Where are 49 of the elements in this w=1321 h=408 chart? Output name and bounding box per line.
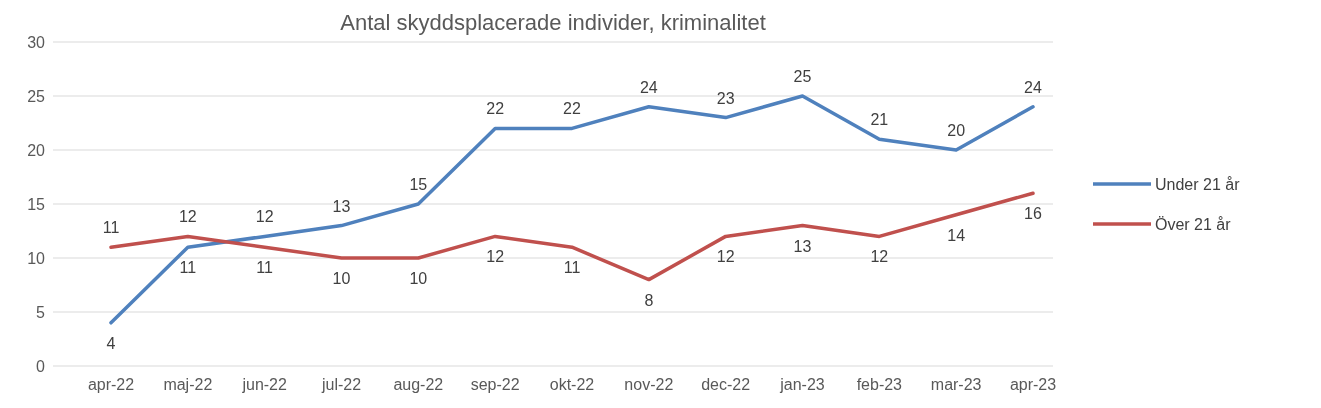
x-tick-label: feb-23	[856, 376, 903, 393]
x-tick-label: jan-23	[779, 376, 825, 393]
x-tick-label: jul-22	[320, 376, 362, 393]
data-label: 4	[106, 334, 116, 352]
data-label: 20	[947, 122, 966, 139]
data-label: 10	[409, 270, 428, 287]
data-label: 13	[332, 197, 351, 215]
data-label: 11	[102, 219, 120, 237]
data-label: 11	[179, 259, 197, 277]
data-label: 12	[716, 248, 735, 266]
data-label: 24	[1024, 78, 1042, 96]
x-tick-label: sep-22	[470, 376, 520, 393]
y-tick-label: 25	[27, 87, 46, 105]
data-label: 11	[563, 259, 581, 277]
x-tick-label: nov-22	[624, 376, 674, 393]
legend-label: Under 21 år	[1155, 175, 1241, 193]
x-tick-label: apr-22	[87, 376, 135, 393]
x-tick-label: jun-22	[241, 376, 287, 393]
x-tick-label: dec-22	[701, 376, 751, 393]
data-label: 24	[639, 78, 658, 96]
y-tick-label: 30	[27, 33, 46, 51]
legend-label: Över 21 år	[1155, 215, 1232, 233]
y-tick-label: 20	[27, 141, 46, 159]
data-label: 21	[870, 111, 889, 129]
x-tick-label: aug-22	[393, 376, 444, 393]
y-tick-label: 10	[27, 249, 46, 267]
x-tick-label: apr-23	[1009, 376, 1057, 393]
data-label: 12	[870, 248, 889, 266]
data-label: 13	[793, 237, 812, 255]
data-label: 11	[256, 259, 274, 277]
data-label: 8	[644, 291, 654, 309]
x-tick-label: okt-22	[549, 376, 595, 393]
y-tick-label: 5	[36, 303, 46, 321]
data-label: 22	[486, 100, 505, 118]
data-label: 16	[1024, 205, 1042, 223]
data-label: 15	[409, 176, 428, 193]
chart-title: Antal skyddsplacerade individer, kriminalitet	[340, 10, 766, 35]
data-label: 12	[178, 208, 197, 226]
data-label: 10	[332, 270, 351, 287]
data-label: 22	[563, 100, 581, 118]
data-label: 12	[486, 248, 505, 266]
x-tick-label: mar-23	[930, 376, 982, 393]
data-label: 25	[793, 68, 812, 85]
x-tick-label: maj-22	[163, 376, 213, 393]
y-tick-label: 15	[27, 195, 46, 213]
data-label: 12	[255, 208, 274, 226]
y-tick-label: 0	[36, 357, 46, 375]
data-label: 14	[947, 226, 966, 244]
data-label: 23	[716, 89, 735, 107]
